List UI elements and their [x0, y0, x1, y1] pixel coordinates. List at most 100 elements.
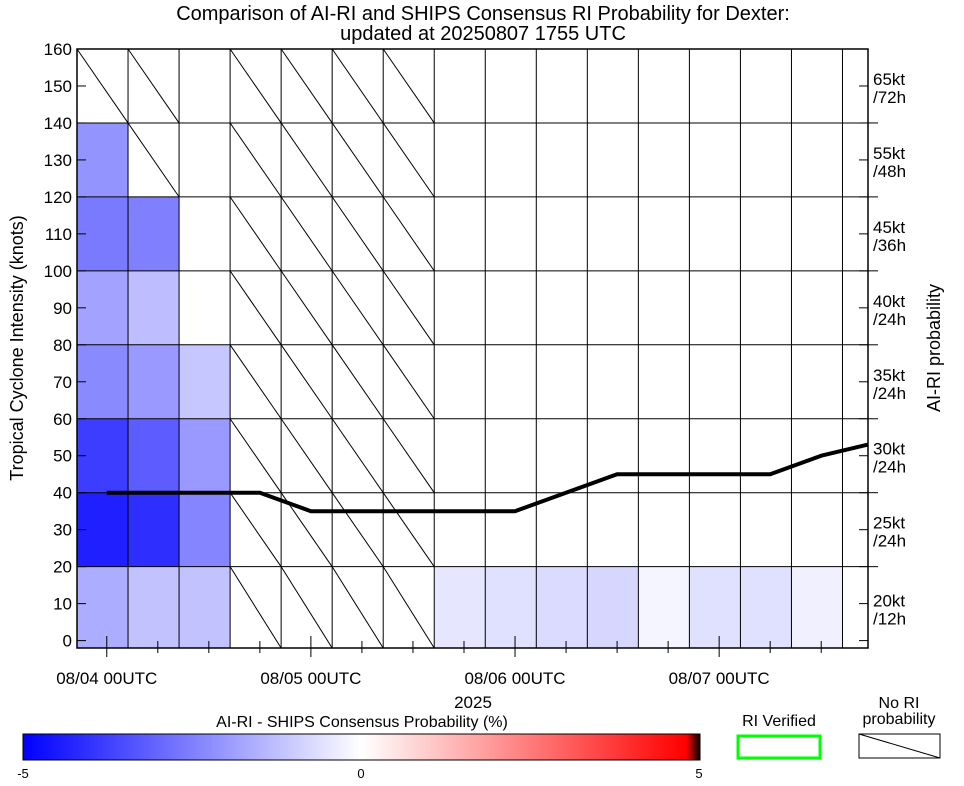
row-label-intensity: 30kt	[873, 440, 905, 459]
heatmap-cell	[791, 566, 843, 648]
row-label-intensity: 25kt	[873, 514, 905, 533]
no-ri-hatch-mark	[382, 48, 435, 124]
y-tick-label: 100	[44, 262, 72, 281]
right-axis-label: AI-RI probability	[924, 284, 944, 412]
y-tick-label: 130	[44, 151, 72, 170]
no-ri-hatch-mark	[331, 48, 384, 124]
no-ri-hatching	[76, 48, 435, 649]
no-ri-hatch-mark	[280, 48, 333, 124]
y-tick-label: 80	[53, 336, 72, 355]
heatmap-cell	[128, 196, 180, 271]
heatmap-cell	[179, 418, 231, 493]
colorbar-max-label: 5	[695, 766, 702, 781]
y-tick-label: 120	[44, 188, 72, 207]
no-ri-hatch-mark	[229, 48, 282, 124]
heatmap-cell	[536, 566, 588, 648]
row-label-period: /24h	[873, 310, 906, 329]
y-tick-label: 30	[53, 521, 72, 540]
x-tick-label: 08/05 00UTC	[260, 669, 361, 688]
x-tick-label: 08/04 00UTC	[56, 669, 157, 688]
plot-frame	[76, 48, 869, 649]
no-ri-hatch-mark	[229, 492, 282, 567]
chart-subtitle: updated at 20250807 1755 UTC	[340, 23, 626, 45]
y-tick-label: 20	[53, 558, 72, 577]
no-ri-hatch-mark	[331, 418, 384, 493]
row-label-period: /24h	[873, 532, 906, 551]
heatmap-cell	[740, 566, 792, 648]
y-tick-label: 110	[45, 225, 72, 244]
no-ri-hatch-mark	[382, 344, 435, 420]
no-ri-hatch-mark	[229, 122, 282, 198]
no-ri-hatch-mark	[280, 566, 333, 649]
y-axis: 0 10 20 30 40 50 60 70 80 90 100 110 120 130 140 150 160	[44, 40, 878, 651]
colorbar	[22, 733, 701, 761]
y-tick-label: 50	[53, 447, 72, 466]
chart-title: Comparison of AI-RI and SHIPS Consensus …	[176, 3, 790, 25]
no-ri-swatch-hatch	[858, 733, 941, 759]
no-ri-hatch-mark	[229, 566, 282, 649]
heatmap-cell	[77, 566, 129, 648]
row-label-intensity: 45kt	[873, 218, 905, 237]
x-tick-label: 08/06 00UTC	[464, 669, 565, 688]
heatmap-cell	[128, 344, 180, 419]
row-label-intensity: 20kt	[873, 591, 905, 610]
grid	[77, 49, 868, 648]
row-labels: 20kt/12h25kt/24h30kt/24h35kt/24h40kt/24h…	[873, 70, 906, 628]
no-ri-hatch-mark	[229, 270, 282, 346]
no-ri-hatch-mark	[76, 48, 129, 124]
y-tick-label: 90	[53, 299, 72, 318]
heatmap-cell	[128, 418, 180, 493]
no-ri-hatch-mark	[229, 196, 282, 272]
intensity-line	[106, 442, 869, 514]
no-ri-hatch-mark	[229, 418, 282, 493]
no-ri-hatch-mark	[331, 492, 384, 567]
y-tick-label: 140	[44, 114, 72, 133]
row-label-intensity: 40kt	[873, 292, 905, 311]
heatmap-cells	[77, 122, 843, 648]
row-label-intensity: 55kt	[873, 144, 905, 163]
no-ri-hatch-mark	[280, 270, 333, 346]
x-axis-label: 2025	[454, 693, 492, 712]
heatmap-cell	[689, 566, 741, 648]
colorbar-title: AI-RI - SHIPS Consensus Probability (%)	[216, 714, 508, 731]
heatmap-cell	[434, 566, 486, 648]
row-label-intensity: 35kt	[873, 366, 905, 385]
no-ri-label-line2: probability	[863, 711, 936, 728]
no-ri-hatch-mark	[331, 270, 384, 346]
row-label-period: /48h	[873, 162, 906, 181]
heatmap-cell	[179, 566, 231, 648]
colorbar-min-label: -5	[17, 766, 29, 781]
heatmap-cell	[128, 270, 180, 345]
no-ri-hatch-mark	[280, 122, 333, 198]
heatmap-cell	[485, 566, 537, 648]
no-ri-hatch-mark	[382, 566, 435, 649]
no-ri-hatch-mark	[382, 492, 435, 567]
x-axis: 08/04 00UTC 08/05 00UTC 08/06 00UTC 08/07 0…	[56, 636, 822, 688]
row-label-intensity: 65kt	[873, 70, 905, 89]
row-label-period: /36h	[873, 236, 906, 255]
y-tick-label: 160	[44, 40, 72, 59]
row-label-period: /24h	[873, 458, 906, 477]
y-axis-label: Tropical Cyclone Intensity (knots)	[7, 215, 27, 480]
heatmap-cell	[128, 492, 180, 567]
y-tick-label: 0	[63, 632, 72, 651]
no-ri-hatch-mark	[331, 122, 384, 198]
no-ri-hatch-mark	[331, 196, 384, 272]
no-ri-hatch-mark	[127, 122, 180, 198]
row-label-period: /72h	[873, 88, 906, 107]
no-ri-hatch-mark	[331, 566, 384, 649]
ri-verified-label: RI Verified	[742, 713, 816, 730]
no-ri-hatch-mark	[382, 418, 435, 493]
no-ri-hatch-mark	[382, 270, 435, 346]
no-ri-hatch-mark	[331, 344, 384, 420]
x-tick-label: 08/07 00UTC	[669, 669, 770, 688]
no-ri-hatch-mark	[382, 196, 435, 272]
no-ri-label-line1: No RI	[879, 695, 920, 712]
heatmap-cell	[128, 566, 180, 648]
no-ri-hatch-mark	[280, 344, 333, 420]
y-tick-label: 40	[53, 484, 72, 503]
no-ri-hatch-mark	[229, 344, 282, 420]
ri-verified-swatch	[736, 734, 822, 760]
heatmap-cell	[179, 344, 231, 419]
